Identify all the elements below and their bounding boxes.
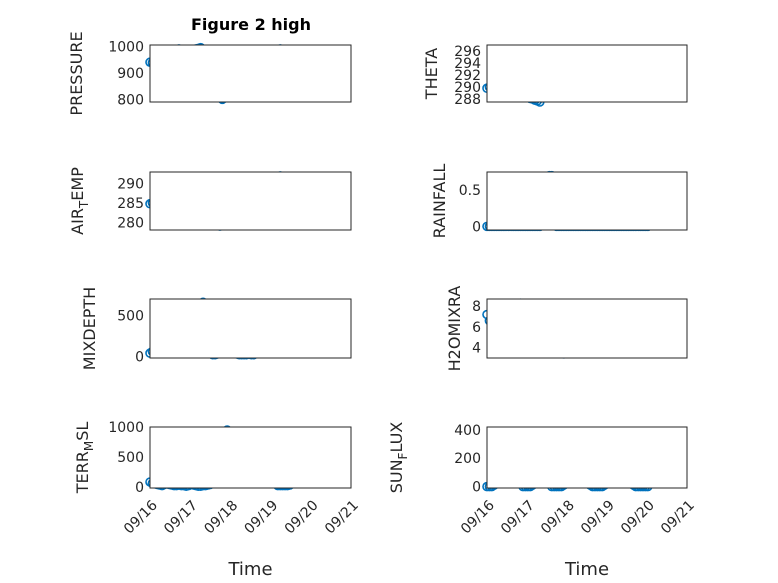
y-tick-label: 200 — [454, 451, 481, 467]
y-tick-label: 290 — [117, 177, 144, 193]
subplot-pressure: 800 900 1000 PRESSURE — [67, 31, 352, 116]
y-tick-label: 0.5 — [459, 183, 481, 199]
y-tick-label: 285 — [117, 196, 144, 212]
axes-frame — [486, 298, 688, 359]
subplot-h2omixra: 4 6 8 H2OMIXRA — [445, 286, 688, 372]
y-tick-label: 292 — [454, 68, 481, 84]
y-axis-label: SUNFLUX — [387, 422, 410, 494]
y-tick-label: 0 — [135, 480, 144, 496]
y-tick-label: 1000 — [108, 39, 144, 55]
y-tick-label: 290 — [454, 80, 481, 96]
y-axis-label: THETA — [422, 48, 441, 100]
y-tick-label: 280 — [117, 215, 144, 231]
axes-frame — [486, 44, 688, 103]
y-tick-label: 0 — [135, 349, 144, 365]
y-axis-label: AIRTEMP — [68, 167, 91, 235]
y-tick-label: 288 — [454, 92, 481, 108]
y-tick-label: 500 — [117, 308, 144, 324]
y-tick-label: 0 — [472, 219, 481, 235]
subplot-rainfall: 0 0.5 RAINFALL — [430, 164, 688, 239]
axes-frame — [149, 44, 352, 103]
subplot-air_temp: 280 285 290 AIRTEMP — [68, 167, 352, 235]
y-tick-label: 900 — [117, 66, 144, 82]
y-tick-label: 500 — [117, 450, 144, 466]
axes-frame — [486, 171, 688, 231]
y-tick-label: 400 — [454, 423, 481, 439]
axes-frame — [149, 426, 352, 489]
y-axis-label: H2OMIXRA — [445, 286, 464, 372]
axes-frame — [486, 426, 688, 489]
y-tick-label: 4 — [472, 341, 481, 357]
y-axis-label: RAINFALL — [430, 164, 449, 239]
x-axis-label: Time — [564, 559, 609, 580]
figure-title: Figure 2 high — [191, 15, 311, 34]
y-tick-label: 294 — [454, 56, 481, 72]
axes-frame — [149, 171, 352, 231]
y-tick-label: 6 — [472, 320, 481, 336]
axes-frame — [149, 298, 352, 359]
y-tick-label: 296 — [454, 44, 481, 60]
y-axis-label: TERRMSL — [73, 422, 96, 495]
x-axis-label: Time — [227, 559, 272, 580]
subplot-mixdepth: 0 500 MIXDEPTH — [80, 287, 352, 370]
y-axis-label: PRESSURE — [67, 31, 86, 115]
y-axis-label: MIXDEPTH — [80, 287, 99, 370]
y-tick-label: 0 — [472, 480, 481, 496]
y-tick-label: 8 — [472, 299, 481, 315]
y-tick-label: 800 — [117, 92, 144, 108]
y-tick-label: 1000 — [108, 420, 144, 436]
